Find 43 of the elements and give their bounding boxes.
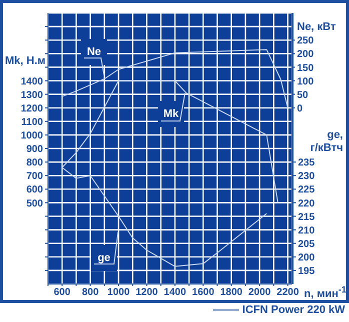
line-series — [62, 49, 288, 108]
y-tick-label: 500 — [26, 198, 44, 210]
x-tick-label: 1200 — [136, 287, 158, 298]
x-tick-label: 2200 — [276, 287, 300, 298]
y3-tick-label: 200 — [298, 252, 316, 264]
y2-axis-title: Ne, кВт — [297, 21, 336, 33]
y2-tick-label: 250 — [297, 36, 314, 47]
y3-axis-title: ge, г/кВтч — [310, 129, 343, 154]
y-tick-label: 1300 — [20, 90, 44, 101]
y2-tick-label: 150 — [297, 62, 314, 74]
y-tick-label: 1400 — [20, 76, 44, 88]
y3-tick-label: 225 — [298, 184, 316, 196]
y2-tick-label: 200 — [297, 49, 314, 60]
y3-tick-label: 215 — [298, 212, 316, 223]
y-axis-title: Mk, Н.м — [5, 55, 46, 67]
y3-tick-label: 195 — [298, 266, 316, 277]
series-label: Mk — [163, 108, 180, 120]
y3-tick-label: 230 — [298, 171, 316, 182]
x-tick-label: 1800 — [220, 287, 243, 298]
y3-tick-label: 220 — [298, 198, 316, 210]
x-tick-label: 1000 — [107, 287, 130, 298]
x-tick-label: 1400 — [164, 287, 186, 298]
y-tick-label: 1000 — [20, 130, 44, 142]
y-tick-label: 1200 — [20, 103, 44, 114]
y-tick-label: 1100 — [21, 116, 44, 128]
x-tick-label: 800 — [82, 287, 100, 298]
y3-tick-label: 205 — [298, 238, 316, 250]
series-label: Ne — [86, 46, 102, 58]
y2-tick-label: 100 — [297, 76, 314, 88]
y-tick-label: 700 — [26, 171, 44, 182]
y2-tick-label: 0 — [297, 103, 303, 114]
y3-tick-label: 235 — [298, 158, 316, 169]
x-axis-title: n, мин$^{-1}$ — [304, 284, 347, 300]
y2-tick-label: 50 — [297, 90, 309, 101]
y-tick-label: 800 — [26, 158, 44, 169]
y3-tick-label: 210 — [298, 225, 316, 236]
text: ge — [98, 252, 110, 264]
y-tick-label: 600 — [26, 184, 44, 196]
x-tick-label: 2000 — [248, 287, 272, 298]
text: ICFN Power 220 kW — [242, 304, 345, 316]
x-tick-label: 600 — [54, 287, 71, 298]
x-tick-label: 1600 — [192, 287, 215, 298]
y-tick-label: 900 — [26, 144, 44, 156]
